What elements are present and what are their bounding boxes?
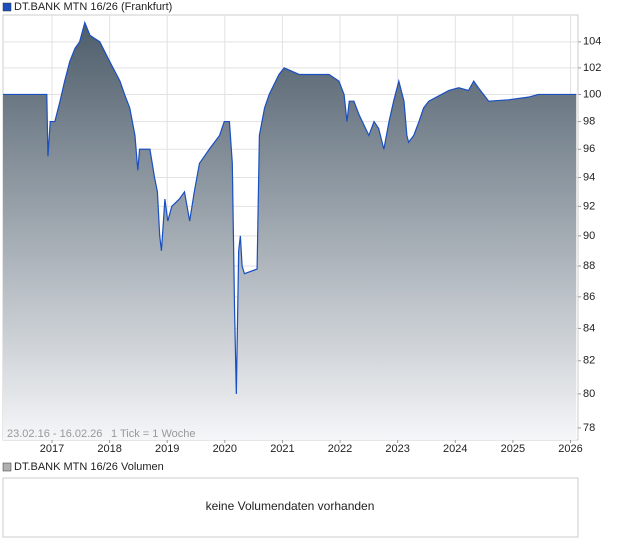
y-tick-label: 92: [583, 200, 595, 212]
y-tick-label: 84: [583, 322, 595, 334]
x-tick-label: 2026: [558, 443, 582, 455]
y-tick-label: 88: [583, 260, 595, 272]
y-tick-label: 80: [583, 388, 595, 400]
y-tick-label: 104: [583, 36, 601, 48]
y-tick-label: 90: [583, 230, 595, 242]
range-note: 23.02.16 - 16.02.26: [7, 428, 102, 440]
y-tick-label: 78: [583, 422, 595, 434]
marks: [3, 20, 577, 441]
x-tick-label: 2022: [328, 443, 352, 455]
y-tick-label: 96: [583, 143, 595, 155]
x-tick-label: 2023: [385, 443, 409, 455]
volume-frame: [2, 477, 579, 538]
legend-swatch: [2, 2, 12, 12]
y-tick-label: 100: [583, 88, 601, 100]
y-tick-label: 102: [583, 62, 601, 74]
volume-message: keine Volumendaten vorhanden: [206, 499, 375, 513]
x-tick-label: 2017: [40, 443, 64, 455]
y-tick-label: 98: [583, 115, 595, 127]
x-tick-label: 2020: [213, 443, 237, 455]
chart-title: DT.BANK MTN 16/26 (Frankfurt): [14, 1, 172, 13]
x-tick-label: 2025: [501, 443, 525, 455]
y-tick-label: 82: [583, 355, 595, 367]
tick-note: 1 Tick = 1 Woche: [111, 428, 195, 440]
volume-title: DT.BANK MTN 16/26 Volumen: [14, 461, 164, 473]
legend-swatch: [2, 462, 12, 472]
y-tick-label: 94: [583, 171, 595, 183]
price-line: [3, 20, 577, 394]
x-tick-label: 2024: [443, 443, 467, 455]
x-tick-label: 2021: [270, 443, 294, 455]
x-tick-label: 2019: [155, 443, 179, 455]
y-tick-label: 86: [583, 291, 595, 303]
area-fill: [3, 22, 577, 441]
x-tick-label: 2018: [97, 443, 121, 455]
